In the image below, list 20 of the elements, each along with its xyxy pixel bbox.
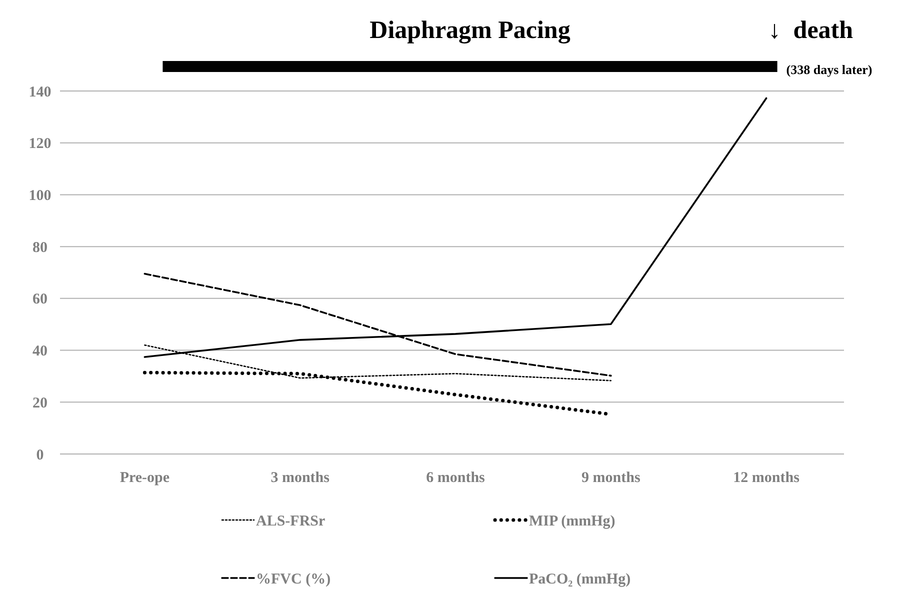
y-tick-label: 100 [28, 188, 52, 204]
y-tick-label: 60 [32, 292, 48, 308]
y-tick-label: 40 [32, 344, 48, 360]
legend-label: PaCO₂ (mmHg) [529, 571, 631, 588]
y-tick-label: 20 [32, 395, 48, 412]
text: Diaphragm Pacing [370, 17, 571, 44]
legend-label: %FVC (%) [256, 571, 331, 588]
x-tick-label: 9 months [582, 470, 640, 486]
text: ↓ death [768, 17, 854, 44]
legend-label: ALS-FRSr [256, 513, 326, 530]
y-tick-label: 140 [28, 84, 52, 100]
y-tick-label: 0 [36, 447, 44, 464]
text: (338 days later) [786, 62, 872, 77]
x-tick-label: 12 months [733, 470, 800, 486]
y-tick-label: 120 [28, 136, 52, 152]
x-tick-label: 3 months [270, 470, 330, 486]
x-tick-label: 6 months [426, 470, 486, 486]
x-tick-label: Pre-ope [120, 470, 170, 486]
y-tick-label: 80 [32, 240, 48, 256]
legend-label: MIP (mmHg) [529, 513, 616, 530]
